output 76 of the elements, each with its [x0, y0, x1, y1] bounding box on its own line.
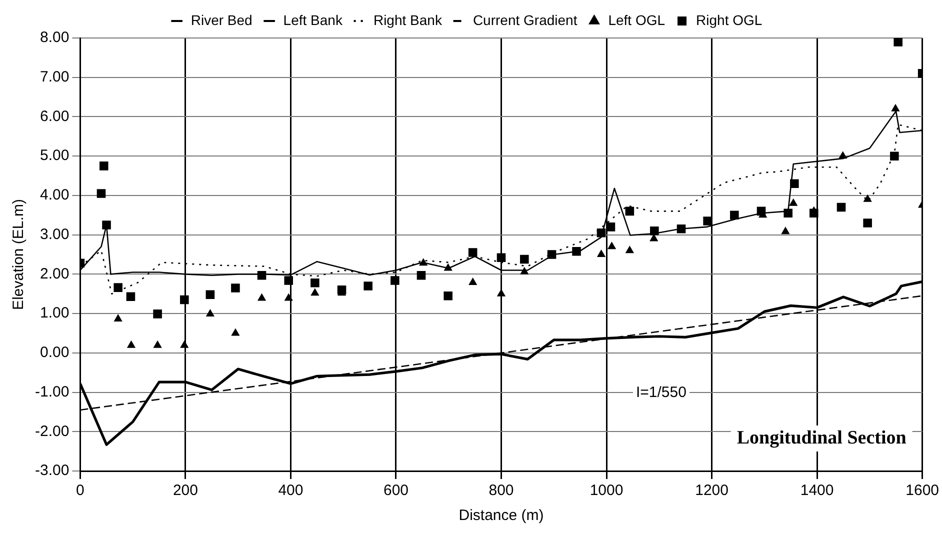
point: [496, 253, 506, 262]
x-tick-label: 1200: [695, 482, 728, 500]
y-tick-label: 6.00: [40, 108, 70, 125]
legend-label: Right OGL: [696, 12, 762, 28]
point: [836, 202, 846, 212]
point: [468, 278, 477, 285]
point: [364, 282, 372, 290]
text: Longitudinal Section: [736, 427, 907, 448]
point: [626, 246, 634, 254]
point: [608, 242, 616, 250]
point: [730, 210, 739, 220]
point: [114, 314, 122, 322]
x-tick-label: 1400: [800, 482, 834, 500]
legend-label: Left OGL: [608, 12, 666, 28]
point: [310, 288, 319, 296]
point: [520, 254, 529, 264]
legend-label: River Bed: [190, 12, 252, 28]
point: [284, 276, 294, 285]
point: [703, 216, 712, 226]
point: [231, 284, 240, 292]
y-tick-label: -3.00: [34, 462, 70, 480]
point: [468, 248, 478, 257]
y-tick-label: -1.00: [34, 383, 70, 400]
point: [864, 194, 872, 202]
point: [99, 162, 108, 170]
point: [154, 340, 162, 348]
y-tick-label: 7.00: [40, 68, 70, 86]
y-tick-label: 0.00: [40, 344, 70, 362]
point: [114, 283, 122, 292]
y-tick-label: 3.00: [40, 226, 70, 243]
annotation: I=1/550: [636, 384, 686, 402]
point: [416, 270, 426, 280]
x-tick-label: 200: [172, 482, 198, 500]
point: [894, 38, 902, 46]
y-tick-label: -2.00: [34, 422, 70, 440]
point: [650, 234, 658, 242]
point: [782, 227, 790, 234]
point: [890, 152, 899, 160]
legend-label: Left Bank: [283, 12, 344, 28]
y-axis-title: Elevation (EL.m): [10, 199, 28, 310]
point: [863, 218, 872, 228]
point: [597, 250, 606, 257]
point: [153, 310, 162, 318]
point: [310, 278, 320, 288]
point: [102, 220, 111, 230]
point: [127, 340, 136, 348]
point: [497, 289, 506, 296]
point: [180, 340, 188, 348]
point: [892, 104, 900, 112]
x-tick-label: 1000: [590, 482, 624, 500]
point: [206, 290, 215, 300]
x-tick-label: 1600: [906, 482, 940, 500]
point: [231, 328, 240, 336]
point: [390, 276, 400, 285]
legend-label: Current Gradient: [472, 12, 578, 28]
y-tick-label: 4.00: [40, 186, 70, 204]
point: [520, 267, 528, 274]
point: [180, 295, 189, 304]
x-tick-label: 600: [383, 482, 408, 500]
y-tick-label: 1.00: [40, 304, 70, 322]
y-tick-label: 8.00: [40, 29, 70, 46]
point: [206, 309, 214, 316]
point: [258, 294, 266, 301]
point: [284, 294, 293, 301]
point: [625, 206, 634, 216]
x-tick-label: 400: [278, 482, 304, 500]
y-tick-label: 2.00: [40, 265, 70, 282]
x-axis-title: Distance (m): [458, 507, 544, 524]
y-tick-label: 5.00: [40, 147, 70, 164]
x-tick-label: 0: [76, 482, 84, 500]
point: [96, 189, 106, 198]
point: [126, 292, 136, 302]
legend-label: Right Bank: [373, 12, 443, 28]
point: [444, 291, 452, 300]
point: [789, 198, 798, 206]
x-tick-label: 800: [488, 482, 514, 500]
